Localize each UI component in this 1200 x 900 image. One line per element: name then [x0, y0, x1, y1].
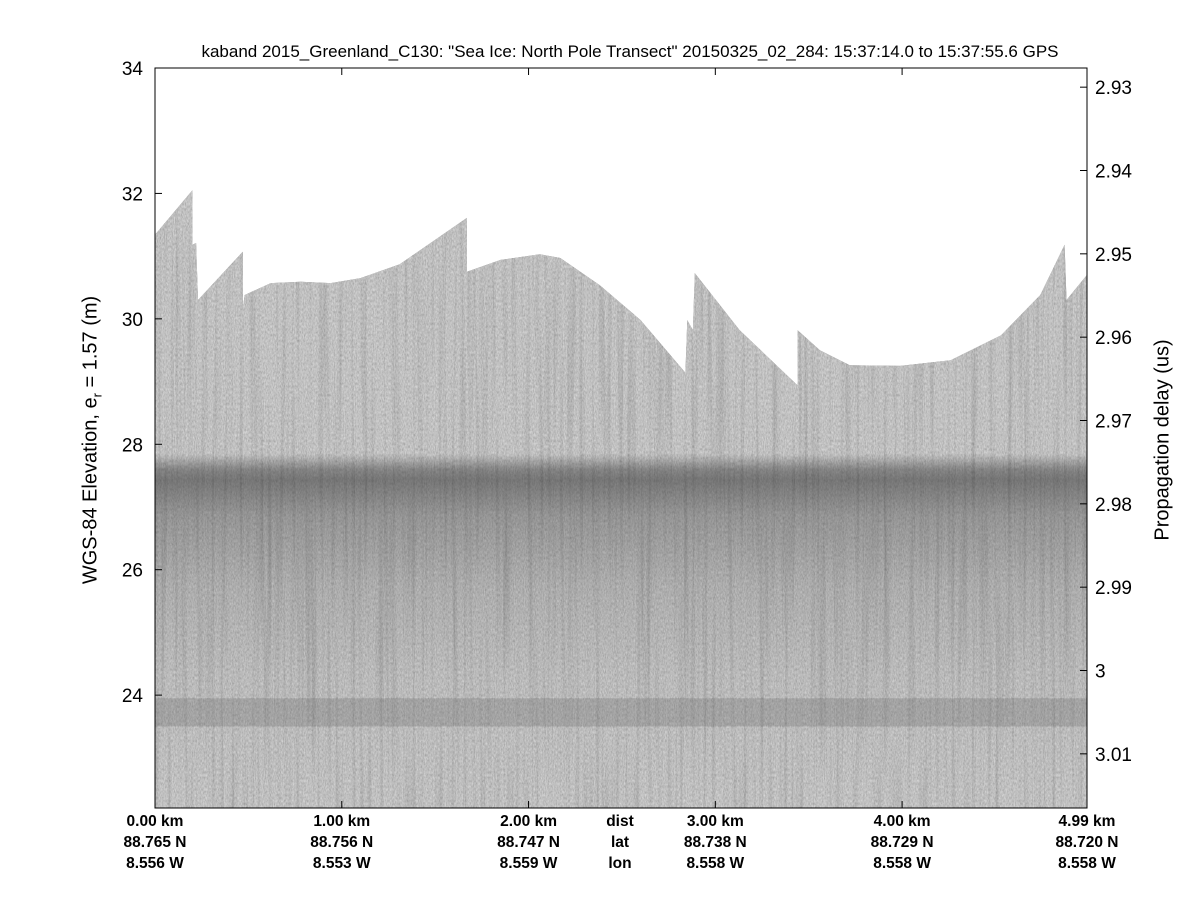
dist-label: 2.00 km	[500, 813, 557, 830]
y-right-tick-label: 2.93	[1095, 78, 1132, 99]
lat-label: 88.729 N	[870, 834, 934, 851]
y-tick-label: 32	[122, 184, 143, 205]
y-right-tick-label: 2.97	[1095, 412, 1132, 433]
plot-area	[155, 190, 1087, 808]
lon-label: 8.558 W	[1058, 855, 1116, 872]
y-axis-label: WGS-84 Elevation, er = 1.57 (m)	[80, 296, 105, 584]
x-tick-label-group: 0.00 km 88.765 N 8.556 W	[95, 811, 215, 874]
plot-frame	[154, 67, 1088, 809]
row-name-lat: lat	[610, 834, 630, 851]
y-axis-label-sub: r	[89, 393, 105, 398]
y-right-tick-label: 2.94	[1095, 162, 1132, 183]
lat-label: 88.747 N	[497, 834, 560, 851]
lat-label: 88.756 N	[310, 834, 374, 851]
y-tick-label: 26	[122, 561, 143, 582]
y-right-tick-label: 2.96	[1095, 328, 1132, 349]
lon-label: 8.553 W	[312, 855, 371, 872]
y-tick-label: 28	[122, 435, 143, 456]
y-right-tick-label: 2.95	[1095, 245, 1132, 266]
y-tick-label: 34	[122, 59, 144, 80]
dist-label: 4.99 km	[1058, 813, 1116, 830]
dist-label: 4.00 km	[873, 813, 931, 830]
y-right-tick-label: 2.99	[1095, 578, 1132, 599]
dist-label: 1.00 km	[313, 813, 371, 830]
y-right-tick-label: 3.01	[1095, 745, 1132, 766]
y-tick-label: 24	[122, 686, 144, 707]
lat-label: 88.720 N	[1055, 834, 1119, 851]
dist-label: 3.00 km	[686, 813, 744, 830]
lon-label: 8.558 W	[873, 855, 931, 872]
x-row-names: dist lat lon	[560, 811, 680, 874]
lon-label: 8.558 W	[686, 855, 745, 872]
y-right-tick-label: 3	[1095, 662, 1106, 683]
echogram-streaks	[155, 190, 1087, 808]
chart-title: kaband 2015_Greenland_C130: "Sea Ice: No…	[201, 42, 1059, 61]
x-tick-label-group: 2.00 km 88.747 N 8.559 W	[469, 811, 589, 874]
y-axis-label-suffix: = 1.57 (m)	[79, 295, 102, 394]
y-tick-label: 30	[122, 310, 143, 331]
axes: 34 32 30 28 26 24 2.93 2.94 2.95 2.96 2.97 2.98 2.99…	[122, 59, 1132, 809]
lat-label: 88.765 N	[123, 834, 187, 851]
x-tick-label-group: 1.00 km 88.756 N 8.553 W	[282, 811, 402, 874]
x-tick-label-group: 4.00 km 88.729 N 8.558 W	[842, 811, 962, 874]
lon-label: 8.556 W	[126, 855, 184, 872]
deep-band	[155, 698, 1087, 727]
lon-label: 8.559 W	[499, 855, 558, 872]
y-axis-label-main: WGS-84 Elevation, e	[79, 397, 102, 585]
lat-label: 88.738 N	[683, 834, 747, 851]
echogram-image	[155, 190, 1087, 808]
y-right-tick-label: 2.98	[1095, 495, 1132, 516]
row-name-dist: dist	[606, 813, 634, 830]
x-tick-label-group: 4.99 km 88.720 N 8.558 W	[1027, 811, 1147, 874]
x-tick-label-group: 3.00 km 88.738 N 8.558 W	[655, 811, 775, 874]
y-axis-right-label: Propagation delay (us)	[1151, 339, 1174, 541]
dist-label: 0.00 km	[126, 813, 184, 830]
row-name-lon: lon	[608, 855, 632, 872]
